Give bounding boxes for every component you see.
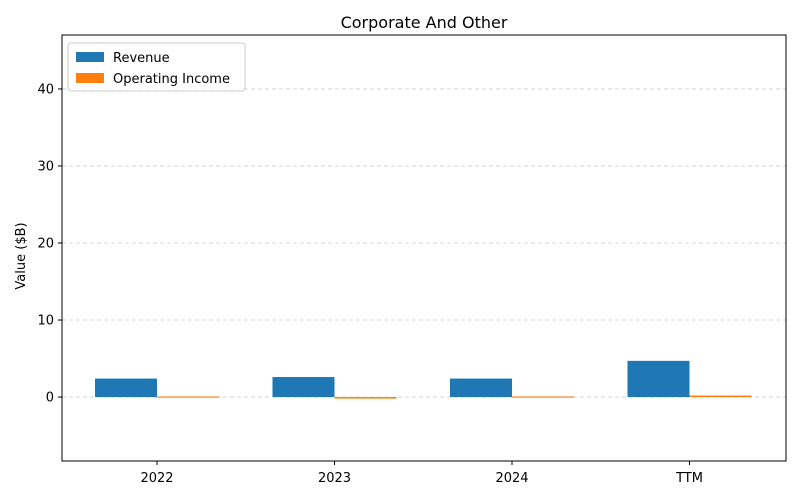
legend-box — [67, 42, 246, 92]
plot-frame — [61, 34, 787, 462]
y-tick-label: 0 — [46, 391, 54, 406]
y-tick-label: 30 — [37, 159, 54, 174]
bar-operating-income — [689, 395, 752, 398]
legend-swatch — [76, 73, 104, 83]
bar-operating-income — [512, 396, 574, 398]
y-tick-label: 40 — [37, 82, 54, 97]
bar-operating-income — [157, 396, 219, 398]
y-axis-label: Value ($B) — [14, 222, 29, 289]
y-tick-label: 20 — [37, 236, 54, 251]
legend-label: Revenue — [113, 51, 170, 66]
x-tick-label: 2023 — [318, 471, 351, 486]
legend-swatch — [76, 52, 104, 62]
x-tick-label: TTM — [675, 471, 703, 486]
gridlines — [62, 88, 786, 398]
bar-revenue — [95, 378, 157, 398]
y-tick-label: 10 — [37, 314, 54, 329]
chart-title: Corporate And Other — [341, 13, 508, 32]
bars — [95, 360, 752, 399]
x-tick-label: 2024 — [495, 471, 528, 486]
legend-label: Operating Income — [113, 72, 230, 87]
bar-revenue — [272, 377, 335, 398]
bar-operating-income — [334, 397, 397, 399]
x-tick-label: 2022 — [140, 471, 173, 486]
legend: Revenue Operating Income — [67, 42, 246, 92]
bar-revenue — [627, 360, 690, 398]
bar-revenue — [450, 378, 512, 398]
axis-ticks: 0 10 20 30 40 2022 2023 2024 TTM — [37, 82, 702, 486]
